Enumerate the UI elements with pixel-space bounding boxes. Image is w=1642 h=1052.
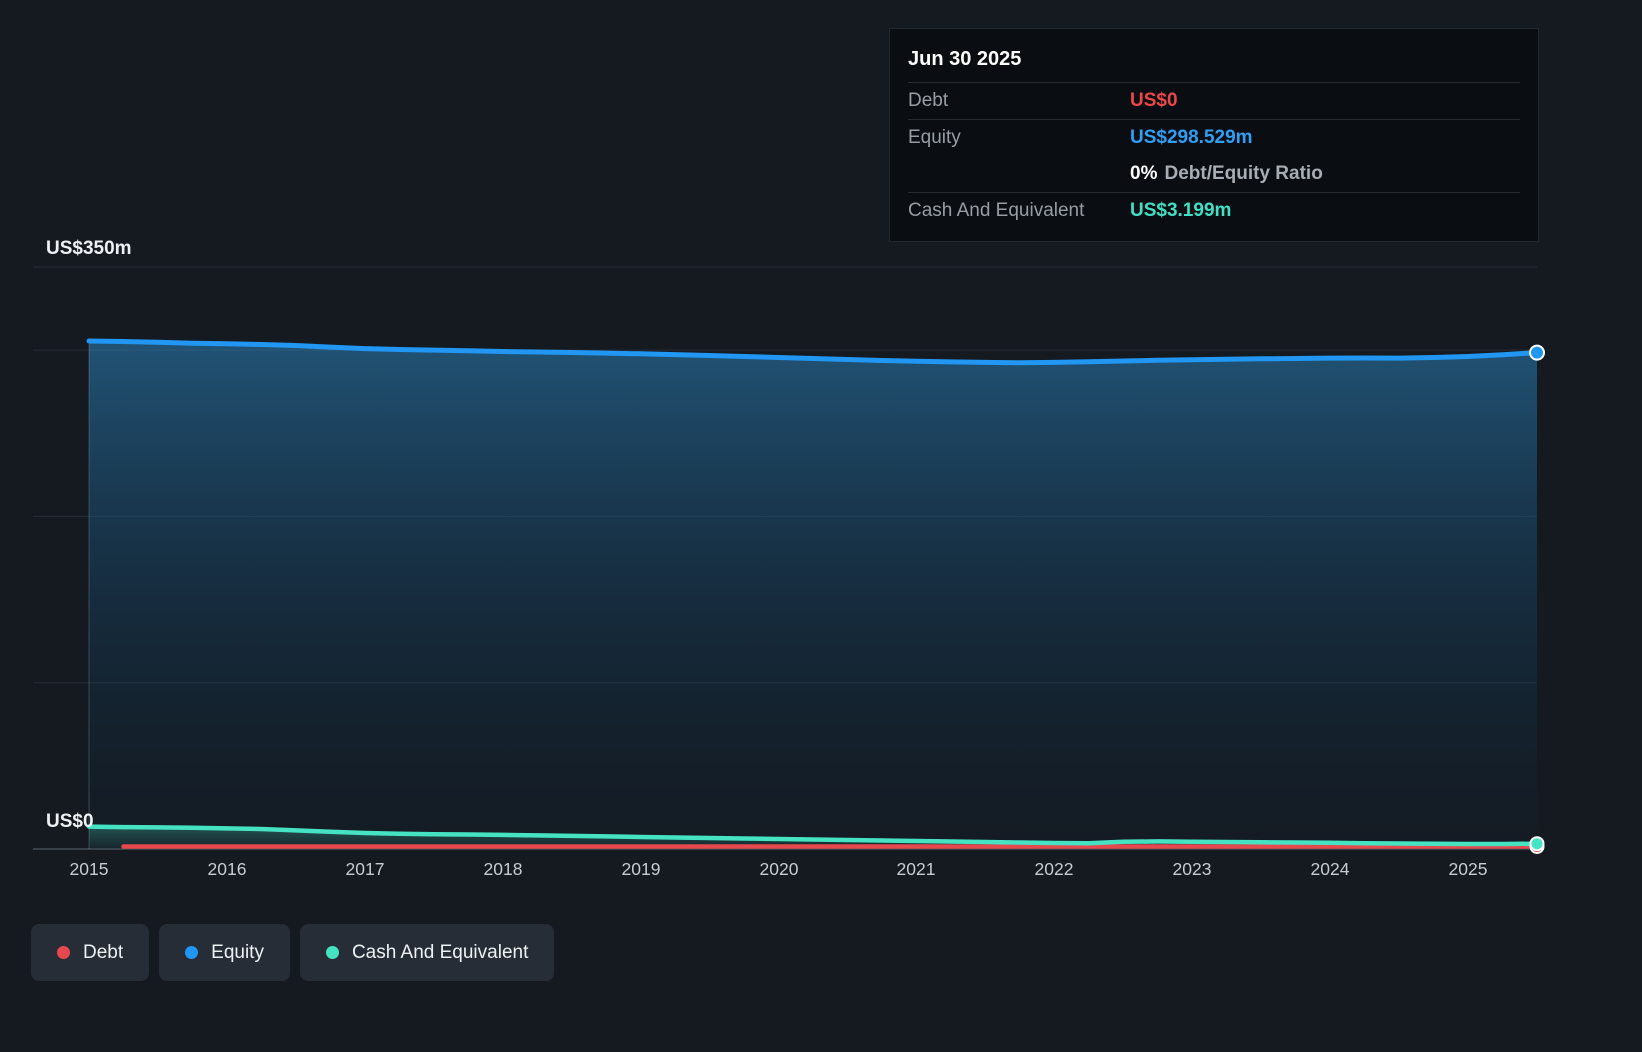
tooltip-ratio-value: 0% (1130, 163, 1158, 184)
tooltip-date: Jun 30 2025 (908, 39, 1520, 83)
tooltip-row-ratio: 0% Debt/Equity Ratio (908, 156, 1520, 193)
debt-dot-icon (57, 946, 70, 959)
y-axis-max-label: US$350m (46, 238, 132, 259)
equity-line (86, 338, 1540, 366)
tooltip-debt-label: Debt (908, 90, 949, 111)
tooltip-ratio-label: Debt/Equity Ratio (1164, 163, 1323, 184)
legend-item-cash[interactable]: Cash And Equivalent (299, 924, 555, 981)
equity-area (89, 341, 1537, 849)
tooltip-row-debt: Debt US$0 (908, 83, 1520, 120)
equity-endpoint-marker (1529, 344, 1545, 361)
cash-dot-icon (325, 946, 339, 959)
equity-dot-icon (185, 946, 199, 959)
legend-item-debt[interactable]: Debt (31, 924, 150, 981)
tooltip-debt-value: US$0 (1130, 90, 1178, 111)
legend-item-equity[interactable]: Equity (159, 924, 290, 981)
legend: Debt Equity Cash And Equivalent (31, 924, 555, 981)
y-axis-zero-label: US$0 (46, 811, 94, 832)
legend-label-cash: Cash And Equivalent (351, 941, 529, 963)
tooltip-equity-value: US$298.529m (1130, 127, 1253, 148)
tooltip-cash-label: Cash And Equivalent (908, 200, 1085, 221)
tooltip-row-equity: Equity US$298.529m (908, 120, 1520, 156)
cash-and-equivalent-line (86, 824, 1540, 847)
tooltip-equity-label: Equity (908, 127, 961, 148)
cash-and-equivalent-endpoint-marker (1529, 836, 1545, 852)
legend-label-equity: Equity (211, 941, 264, 963)
tooltip: Jun 30 2025 Debt US$0 Equity US$298.529m… (889, 28, 1539, 242)
legend-label-debt: Debt (83, 941, 124, 963)
tooltip-cash-value: US$3.199m (1130, 200, 1232, 221)
tooltip-row-cash: Cash And Equivalent US$3.199m (908, 193, 1520, 229)
